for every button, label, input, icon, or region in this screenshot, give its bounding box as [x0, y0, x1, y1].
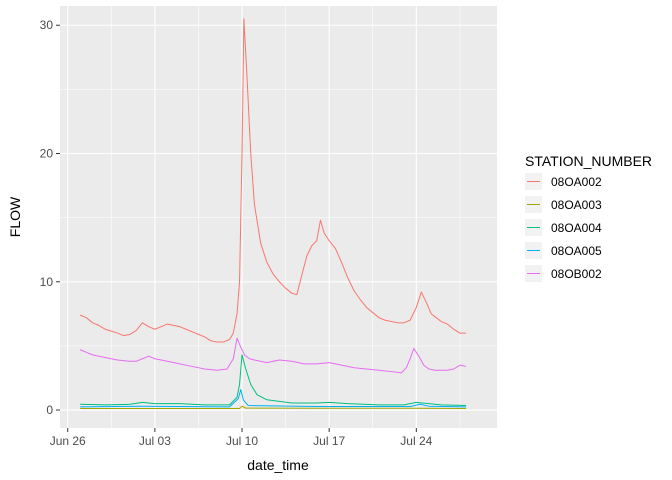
x-tick-label: Jul 03	[139, 434, 171, 448]
legend-label: 08OB002	[551, 267, 602, 281]
y-axis: 0 10 20 30	[40, 18, 60, 417]
plot-panel	[60, 6, 497, 428]
x-tick-label: Jul 10	[226, 434, 258, 448]
x-tick-label: Jul 17	[313, 434, 345, 448]
y-axis-title: FLOW	[7, 196, 23, 237]
series-line-08OA003	[80, 405, 467, 409]
x-axis: Jun 26 Jul 03 Jul 10 Jul 17 Jul 24	[50, 428, 433, 448]
x-axis-title: date_time	[247, 457, 309, 473]
series-lines	[79, 18, 467, 409]
legend-label: 08OA004	[551, 221, 602, 235]
grid-minor	[60, 6, 497, 428]
legend-label: 08OA003	[551, 198, 602, 212]
y-tick-label: 20	[40, 147, 54, 161]
grid-major	[60, 6, 497, 428]
x-tick-label: Jun 26	[50, 434, 86, 448]
y-tick-label: 30	[40, 18, 54, 32]
series-line-08OA002	[79, 18, 467, 343]
series-line-08OA004	[80, 354, 467, 407]
series-line-08OA005	[80, 389, 467, 408]
legend: STATION_NUMBER 08OA002 08OA003 08OA004 08OA…	[525, 153, 652, 282]
y-tick-label: 0	[46, 403, 53, 417]
x-tick-label: Jul 24	[400, 434, 432, 448]
series-line-08OB002	[79, 337, 467, 374]
legend-label: 08OA002	[551, 175, 602, 189]
legend-label: 08OA005	[551, 244, 602, 258]
y-tick-label: 10	[40, 275, 54, 289]
legend-title: STATION_NUMBER	[525, 153, 652, 169]
